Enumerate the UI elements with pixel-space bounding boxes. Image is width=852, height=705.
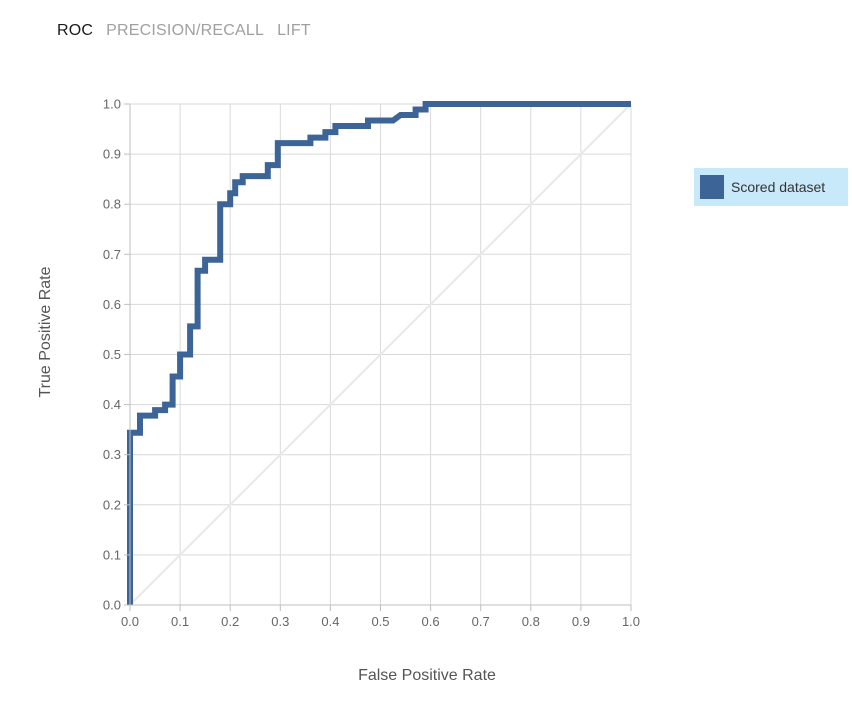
y-tick-label: 0.7 — [103, 247, 121, 262]
y-tick-label: 0.5 — [103, 347, 121, 362]
y-tick-label: 0.0 — [103, 598, 121, 613]
legend-item-scored-dataset[interactable]: Scored dataset — [694, 168, 848, 206]
x-tick-label: 0.3 — [271, 614, 289, 629]
y-tick-label: 0.4 — [103, 397, 121, 412]
chart-type-tabs: ROC PRECISION/RECALL LIFT — [57, 22, 311, 40]
y-tick-label: 0.2 — [103, 497, 121, 512]
x-tick-label: 0.2 — [221, 614, 239, 629]
x-tick-label: 1.0 — [622, 614, 640, 629]
y-tick-label: 0.9 — [103, 147, 121, 162]
x-tick-label: 0.1 — [171, 614, 189, 629]
x-tick-label: 0.5 — [371, 614, 389, 629]
legend-label: Scored dataset — [731, 179, 826, 195]
y-tick-label: 0.3 — [103, 447, 121, 462]
x-tick-label: 0.9 — [572, 614, 590, 629]
x-tick-label: 0.8 — [522, 614, 540, 629]
x-axis-title: False Positive Rate — [358, 667, 496, 684]
axis-frame — [124, 103, 632, 611]
x-tick-label: 0.6 — [422, 614, 440, 629]
diagonal-reference-line — [129, 103, 632, 606]
y-tick-label: 1.0 — [103, 97, 121, 112]
x-axis-tick-labels: 0.0 0.1 0.2 0.3 0.4 0.5 0.6 0.7 0.8 0.9 1.0 — [121, 614, 640, 629]
y-tick-label: 0.6 — [103, 297, 121, 312]
tab-roc[interactable]: ROC — [57, 22, 94, 39]
x-tick-label: 0.4 — [321, 614, 339, 629]
y-tick-label: 0.1 — [103, 547, 121, 562]
y-axis-title: True Positive Rate — [37, 266, 54, 397]
tab-lift[interactable]: LIFT — [277, 22, 311, 39]
tab-precision-recall[interactable]: PRECISION/RECALL — [106, 22, 265, 39]
y-axis-tick-labels: 0.0 0.1 0.2 0.3 0.4 0.5 0.6 0.7 0.8 0.9 1.0 — [103, 97, 121, 613]
y-tick-label: 0.8 — [103, 197, 121, 212]
roc-curve-line — [127, 101, 631, 605]
x-tick-label: 0.0 — [121, 614, 139, 629]
legend-swatch — [700, 175, 724, 199]
x-tick-label: 0.7 — [472, 614, 490, 629]
